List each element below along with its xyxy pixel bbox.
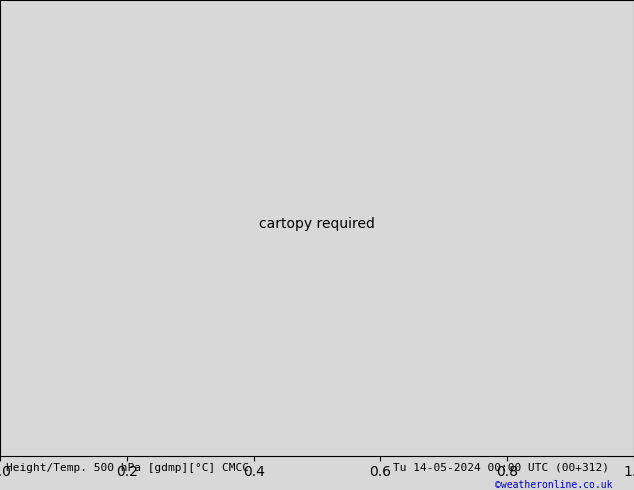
Text: Height/Temp. 500 hPa [gdmp][°C] CMCC: Height/Temp. 500 hPa [gdmp][°C] CMCC bbox=[6, 463, 249, 473]
Text: ©weatheronline.co.uk: ©weatheronline.co.uk bbox=[495, 480, 612, 490]
Text: cartopy required: cartopy required bbox=[259, 217, 375, 231]
Text: Tu 14-05-2024 00:00 UTC (00+312): Tu 14-05-2024 00:00 UTC (00+312) bbox=[393, 463, 609, 473]
